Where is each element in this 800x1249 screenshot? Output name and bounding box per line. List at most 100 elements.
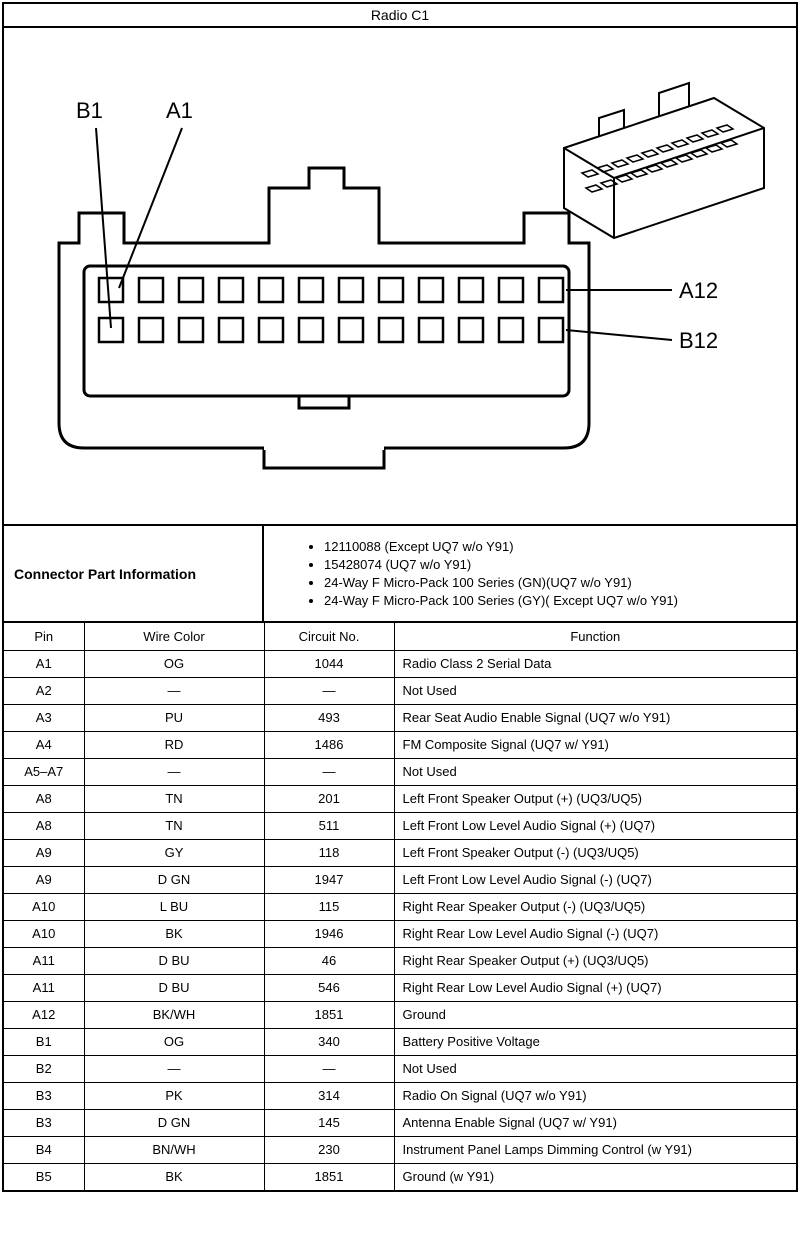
table-cell: Ground: [394, 1001, 796, 1028]
table-cell: Antenna Enable Signal (UQ7 w/ Y91): [394, 1109, 796, 1136]
table-cell: D GN: [84, 866, 264, 893]
table-cell: OG: [84, 650, 264, 677]
table-cell: 145: [264, 1109, 394, 1136]
table-cell: —: [84, 1055, 264, 1082]
table-cell: A10: [4, 920, 84, 947]
table-cell: PU: [84, 704, 264, 731]
table-cell: —: [264, 758, 394, 785]
table-cell: 46: [264, 947, 394, 974]
table-cell: 1044: [264, 650, 394, 677]
table-cell: D BU: [84, 974, 264, 1001]
table-cell: Radio On Signal (UQ7 w/o Y91): [394, 1082, 796, 1109]
col-header-pin: Pin: [4, 623, 84, 650]
table-cell: A11: [4, 974, 84, 1001]
table-cell: —: [84, 677, 264, 704]
table-cell: A1: [4, 650, 84, 677]
table-cell: 511: [264, 812, 394, 839]
table-cell: BN/WH: [84, 1136, 264, 1163]
table-cell: BK/WH: [84, 1001, 264, 1028]
table-cell: 230: [264, 1136, 394, 1163]
table-cell: 314: [264, 1082, 394, 1109]
pin-table-header-row: Pin Wire Color Circuit No. Function: [4, 623, 796, 650]
table-cell: A5–A7: [4, 758, 84, 785]
table-cell: 201: [264, 785, 394, 812]
col-header-circuit: Circuit No.: [264, 623, 394, 650]
table-cell: RD: [84, 731, 264, 758]
table-cell: BK: [84, 1163, 264, 1190]
table-cell: B1: [4, 1028, 84, 1055]
table-cell: 546: [264, 974, 394, 1001]
pin-grid: [99, 278, 563, 342]
table-cell: —: [264, 1055, 394, 1082]
table-cell: TN: [84, 785, 264, 812]
table-row: A9GY118Left Front Speaker Output (-) (UQ…: [4, 839, 796, 866]
table-cell: 115: [264, 893, 394, 920]
table-cell: FM Composite Signal (UQ7 w/ Y91): [394, 731, 796, 758]
connector-part-info-item: 24-Way F Micro-Pack 100 Series (GN)(UQ7 …: [324, 575, 776, 590]
table-cell: Right Rear Speaker Output (+) (UQ3/UQ5): [394, 947, 796, 974]
table-cell: 1946: [264, 920, 394, 947]
table-cell: BK: [84, 920, 264, 947]
pin-label-b1: B1: [76, 98, 103, 123]
table-cell: TN: [84, 812, 264, 839]
connector-part-info-content: 12110088 (Except UQ7 w/o Y91) 15428074 (…: [264, 526, 796, 621]
table-cell: D GN: [84, 1109, 264, 1136]
pin-label-a12: A12: [679, 278, 718, 303]
table-cell: Ground (w Y91): [394, 1163, 796, 1190]
table-row: B4BN/WH230Instrument Panel Lamps Dimming…: [4, 1136, 796, 1163]
table-cell: Rear Seat Audio Enable Signal (UQ7 w/o Y…: [394, 704, 796, 731]
connector-diagram: B1 A1 A12 B12: [4, 28, 796, 526]
table-row: A10L BU115Right Rear Speaker Output (-) …: [4, 893, 796, 920]
table-cell: OG: [84, 1028, 264, 1055]
table-cell: A2: [4, 677, 84, 704]
table-cell: Right Rear Low Level Audio Signal (+) (U…: [394, 974, 796, 1001]
table-cell: A8: [4, 812, 84, 839]
isometric-connector-icon: [564, 83, 764, 238]
table-cell: 1947: [264, 866, 394, 893]
table-cell: B4: [4, 1136, 84, 1163]
table-cell: PK: [84, 1082, 264, 1109]
table-cell: Not Used: [394, 1055, 796, 1082]
table-cell: Battery Positive Voltage: [394, 1028, 796, 1055]
connector-part-info-list: 12110088 (Except UQ7 w/o Y91) 15428074 (…: [304, 539, 776, 608]
table-row: A2——Not Used: [4, 677, 796, 704]
table-cell: A10: [4, 893, 84, 920]
table-cell: 118: [264, 839, 394, 866]
table-cell: 1851: [264, 1163, 394, 1190]
connector-part-info-row: Connector Part Information 12110088 (Exc…: [4, 526, 796, 623]
table-row: A9D GN1947Left Front Low Level Audio Sig…: [4, 866, 796, 893]
page-title: Radio C1: [4, 4, 796, 28]
table-cell: Not Used: [394, 677, 796, 704]
table-row: B3PK314Radio On Signal (UQ7 w/o Y91): [4, 1082, 796, 1109]
connector-part-info-item: 15428074 (UQ7 w/o Y91): [324, 557, 776, 572]
table-cell: B3: [4, 1109, 84, 1136]
table-cell: B5: [4, 1163, 84, 1190]
connector-part-info-label: Connector Part Information: [4, 526, 264, 621]
table-cell: Right Rear Low Level Audio Signal (-) (U…: [394, 920, 796, 947]
table-cell: Not Used: [394, 758, 796, 785]
table-cell: A9: [4, 866, 84, 893]
table-row: A11D BU546Right Rear Low Level Audio Sig…: [4, 974, 796, 1001]
table-row: B5BK1851Ground (w Y91): [4, 1163, 796, 1190]
table-cell: A4: [4, 731, 84, 758]
pin-label-b12: B12: [679, 328, 718, 353]
table-cell: A11: [4, 947, 84, 974]
table-cell: A12: [4, 1001, 84, 1028]
table-cell: 340: [264, 1028, 394, 1055]
table-cell: Left Front Speaker Output (-) (UQ3/UQ5): [394, 839, 796, 866]
table-cell: Left Front Low Level Audio Signal (+) (U…: [394, 812, 796, 839]
table-cell: GY: [84, 839, 264, 866]
col-header-wire: Wire Color: [84, 623, 264, 650]
table-cell: —: [264, 677, 394, 704]
table-cell: B3: [4, 1082, 84, 1109]
table-row: A3PU493Rear Seat Audio Enable Signal (UQ…: [4, 704, 796, 731]
table-cell: L BU: [84, 893, 264, 920]
table-row: B2——Not Used: [4, 1055, 796, 1082]
connector-part-info-item: 24-Way F Micro-Pack 100 Series (GY)( Exc…: [324, 593, 776, 608]
table-row: A1OG1044Radio Class 2 Serial Data: [4, 650, 796, 677]
table-row: A8TN201Left Front Speaker Output (+) (UQ…: [4, 785, 796, 812]
table-cell: Radio Class 2 Serial Data: [394, 650, 796, 677]
table-row: A4RD1486FM Composite Signal (UQ7 w/ Y91): [4, 731, 796, 758]
pin-table-body: A1OG1044Radio Class 2 Serial DataA2——Not…: [4, 650, 796, 1190]
table-cell: Instrument Panel Lamps Dimming Control (…: [394, 1136, 796, 1163]
